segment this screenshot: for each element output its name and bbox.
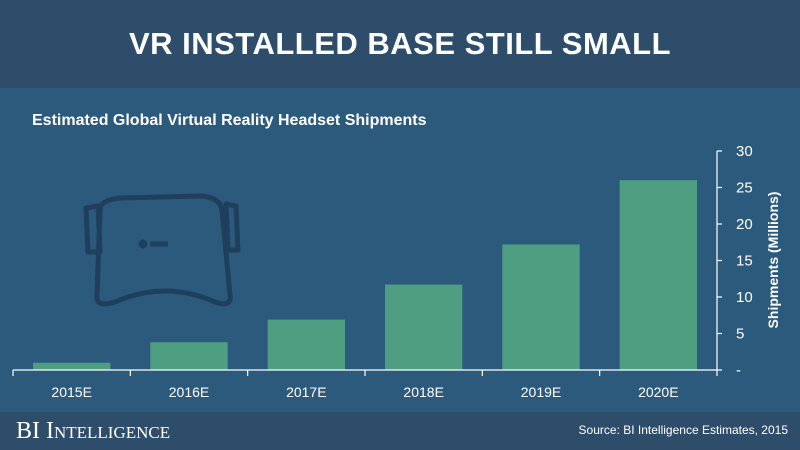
source-note: Source: BI Intelligence Estimates, 2015 [578,423,788,437]
bar-2015E [33,362,111,370]
x-tick-label: 2020E [638,384,678,400]
page-title: VR INSTALLED BASE STILL SMALL [128,26,672,61]
y-tick-label: 30 [736,143,753,160]
x-tick-label: 2016E [169,384,209,400]
y-tick-label: 15 [736,253,753,270]
x-tick-label: 2017E [286,384,326,400]
bi-intelligence-logo: BI Intelligence [16,418,171,444]
bar-2017E [267,319,345,370]
header: VR INSTALLED BASE STILL SMALL [0,0,800,88]
chart-title: Estimated Global Virtual Reality Headset… [32,112,427,129]
bar-2020E [619,180,697,370]
footer: BI Intelligence Source: BI Intelligence … [0,412,800,450]
x-tick-label: 2019E [521,384,561,400]
x-tick-label: 2015E [51,384,91,400]
bar-2018E [385,284,463,370]
bar-2019E [502,244,580,370]
y-tick-label: 25 [736,180,753,197]
bar-2016E [150,342,228,370]
y-tick-label: - [736,362,741,379]
x-tick-label: 2018E [403,384,443,400]
y-tick-label: 10 [736,289,753,306]
y-tick-label: 5 [736,326,744,343]
y-tick-label: 20 [736,216,753,233]
y-axis-label: Shipments (Millions) [765,192,781,329]
vr-headset-icon [83,193,241,307]
bar-chart: 2015E 2016E 2017E 2018E 2019E 2020E - 5 10 15 20 25… [12,143,781,400]
